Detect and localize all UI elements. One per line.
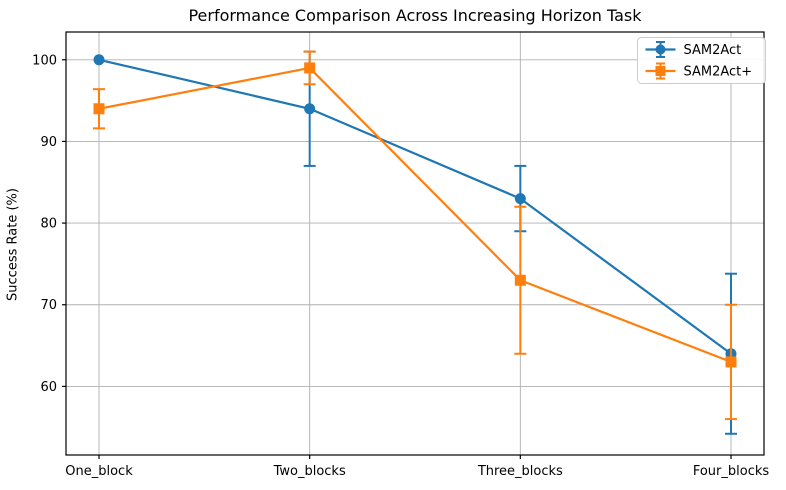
- y-tick-label: 60: [40, 380, 57, 395]
- series-line-SAM2Act: [98, 58, 732, 355]
- chart-title: Performance Comparison Across Increasing…: [188, 6, 642, 25]
- legend-marker-circle: [655, 44, 666, 55]
- x-tick-label: Two_blocks: [273, 464, 346, 479]
- y-tick-label: 100: [32, 53, 57, 68]
- y-tick-label: 80: [40, 217, 57, 232]
- x-tick-label: One_block: [65, 464, 133, 479]
- data-point-circle: [514, 193, 526, 205]
- y-tick-label: 90: [40, 135, 57, 150]
- data-point-square: [514, 274, 526, 286]
- data-point-square: [725, 356, 737, 368]
- series-line-SAM2Act+: [98, 66, 732, 363]
- x-tick-label: Three_blocks: [477, 464, 563, 479]
- x-tick-label: Four_blocks: [693, 464, 770, 479]
- data-point-square: [304, 62, 316, 74]
- y-tick-label: 70: [40, 298, 57, 313]
- y-axis-label: Success Rate (%): [5, 188, 21, 301]
- data-point-square: [93, 103, 105, 115]
- legend-label: SAM2Act: [684, 43, 742, 58]
- legend-marker-square: [655, 66, 666, 76]
- axes-frame: [65, 31, 765, 456]
- legend-label: SAM2Act+: [684, 65, 753, 80]
- data-point-circle: [304, 103, 316, 115]
- data-point-circle: [93, 54, 105, 66]
